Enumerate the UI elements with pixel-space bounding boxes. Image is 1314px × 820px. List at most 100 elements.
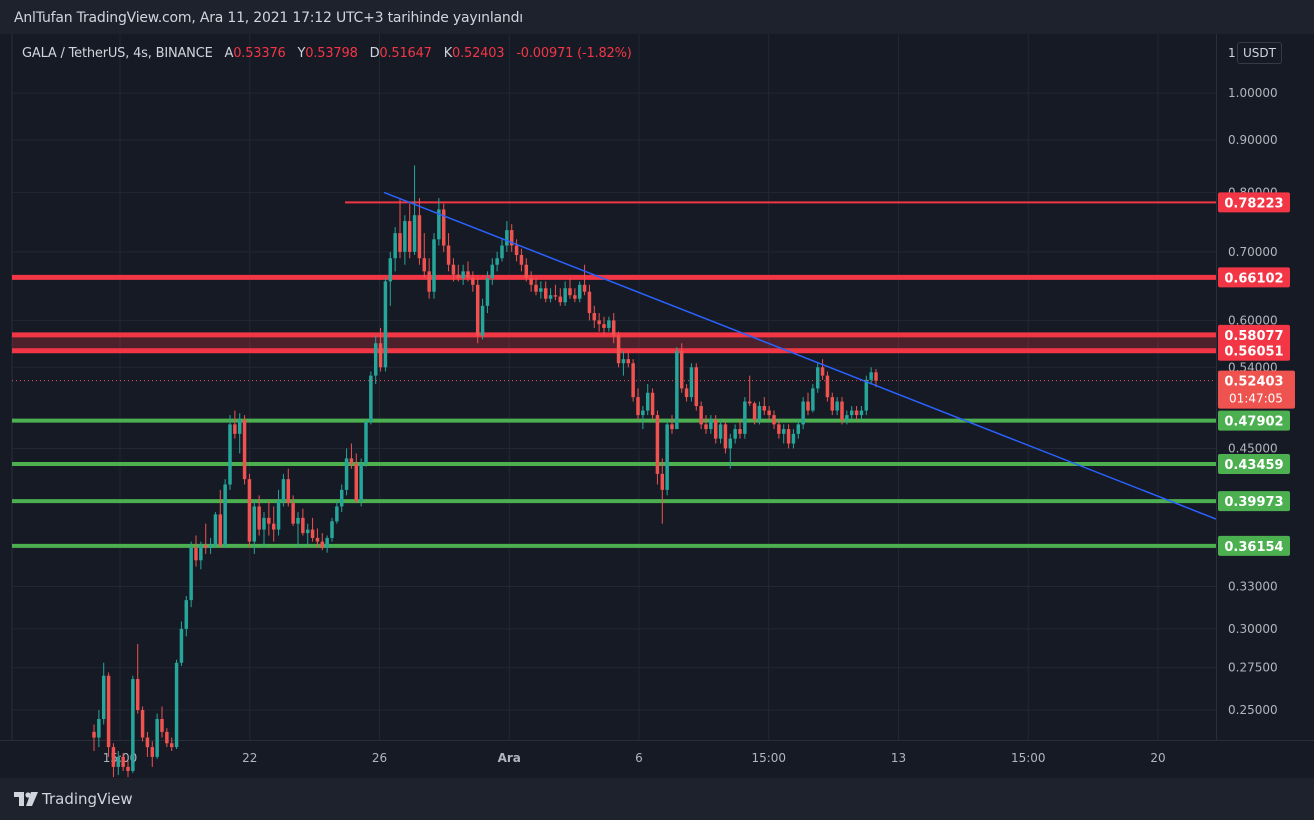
close-value: 0.52403 — [452, 46, 505, 61]
tradingview-brand: TradingView — [42, 790, 133, 808]
candle-body — [689, 367, 694, 398]
candle-body — [519, 255, 524, 265]
support-price-label: 0.47902 — [1224, 415, 1283, 430]
candle-body — [427, 271, 431, 292]
candle-body — [509, 230, 514, 246]
resistance-price-label: 0.66102 — [1224, 271, 1283, 286]
candle-body — [733, 429, 737, 439]
x-tick-label: 13 — [891, 751, 906, 765]
candle-body — [407, 221, 412, 252]
low-value: 0.51647 — [379, 46, 432, 61]
candle-body — [611, 320, 616, 336]
publish-header: AnlTufan TradingView.com, Ara 11, 2021 1… — [0, 0, 1314, 34]
x-tick-label: 15:00 — [1011, 751, 1046, 765]
candle-body — [675, 351, 679, 430]
close-key: K — [443, 46, 453, 61]
candle-body — [403, 221, 407, 252]
candle-body — [558, 296, 563, 303]
candle-body — [271, 523, 276, 530]
candle-body — [621, 359, 626, 364]
y-tick-label: 0.60000 — [1228, 313, 1278, 327]
candle-body — [92, 731, 96, 738]
open-key: A — [224, 46, 234, 61]
candle-body — [344, 458, 349, 490]
candle-body — [534, 284, 538, 292]
candle-body — [602, 324, 606, 328]
candle-body — [573, 295, 577, 299]
candle-body — [203, 545, 208, 548]
candle-body — [597, 320, 601, 325]
candle-body — [587, 291, 592, 314]
support-price-tag — [1218, 491, 1290, 512]
candle-body — [199, 545, 203, 561]
candle-body — [505, 230, 509, 246]
candle-body — [641, 410, 645, 416]
candle-body — [437, 209, 441, 240]
resistance-price-tag — [1218, 267, 1290, 288]
x-tick-label: 6 — [635, 751, 643, 765]
candle-body — [349, 458, 354, 464]
candle-body — [835, 401, 839, 411]
candle-body — [791, 433, 796, 444]
candle-body — [140, 710, 145, 738]
candle-body — [121, 756, 125, 767]
candle-body — [461, 271, 465, 279]
support-price-tag — [1218, 535, 1290, 556]
candle-body — [475, 284, 480, 336]
candle-body — [296, 517, 300, 524]
candle-body — [854, 410, 859, 416]
candle-body — [864, 379, 869, 411]
candle-body — [388, 258, 393, 282]
candle-body — [762, 406, 767, 411]
candle-body — [179, 628, 184, 663]
candle-body — [811, 388, 815, 411]
candle-body — [757, 406, 762, 420]
candle-body — [490, 264, 495, 279]
y-tick-label: 0.25000 — [1228, 703, 1278, 717]
candle-body — [796, 424, 801, 434]
chart-area[interactable]: 1.000000.900000.800000.700000.600000.540… — [0, 34, 1314, 778]
candle-body — [417, 215, 422, 259]
resistance-price-label: 0.78223 — [1224, 196, 1283, 211]
candle-body — [126, 766, 130, 771]
candlestick-chart[interactable]: 1.000000.900000.800000.700000.600000.540… — [0, 34, 1314, 778]
candle-body — [568, 288, 572, 296]
candle-body — [577, 284, 582, 299]
candle-body — [466, 271, 470, 279]
symbol-name[interactable]: GALA / TetherUS, 4s, BINANCE — [22, 46, 213, 61]
candle-series — [92, 165, 878, 778]
candle-body — [208, 545, 213, 548]
current-price-label: 0.52403 — [1224, 375, 1283, 390]
candle-body — [354, 463, 359, 501]
candle-body — [422, 258, 427, 272]
candle-body — [131, 679, 135, 771]
candle-body — [471, 278, 475, 285]
candle-body — [607, 320, 611, 328]
tradingview-logo[interactable]: TradingView — [14, 790, 133, 808]
candle-body — [548, 295, 553, 299]
candle-body — [709, 419, 713, 430]
open-value: 0.53376 — [233, 46, 286, 61]
candle-body — [480, 305, 485, 336]
candle-body — [320, 541, 325, 548]
candle-body — [242, 419, 247, 480]
candle-body — [276, 500, 281, 530]
candle-body — [291, 503, 295, 524]
candle-body — [432, 239, 436, 292]
candle-body — [412, 215, 417, 252]
candle-body — [495, 258, 499, 265]
candle-body — [364, 421, 368, 464]
candle-body — [456, 274, 461, 279]
candle-body — [631, 363, 635, 398]
candle-body — [189, 547, 193, 601]
candle-body — [446, 245, 451, 265]
candle-body — [262, 517, 266, 530]
currency-button[interactable]: USDT — [1237, 42, 1282, 64]
candle-body — [825, 375, 830, 398]
candle-body — [679, 351, 684, 389]
support-price-tag — [1218, 453, 1290, 474]
candle-body — [106, 675, 111, 748]
y-tick-label: 0.70000 — [1228, 245, 1278, 259]
change-value: -0.00971 (-1.82%) — [516, 46, 632, 61]
candle-body — [451, 264, 456, 275]
